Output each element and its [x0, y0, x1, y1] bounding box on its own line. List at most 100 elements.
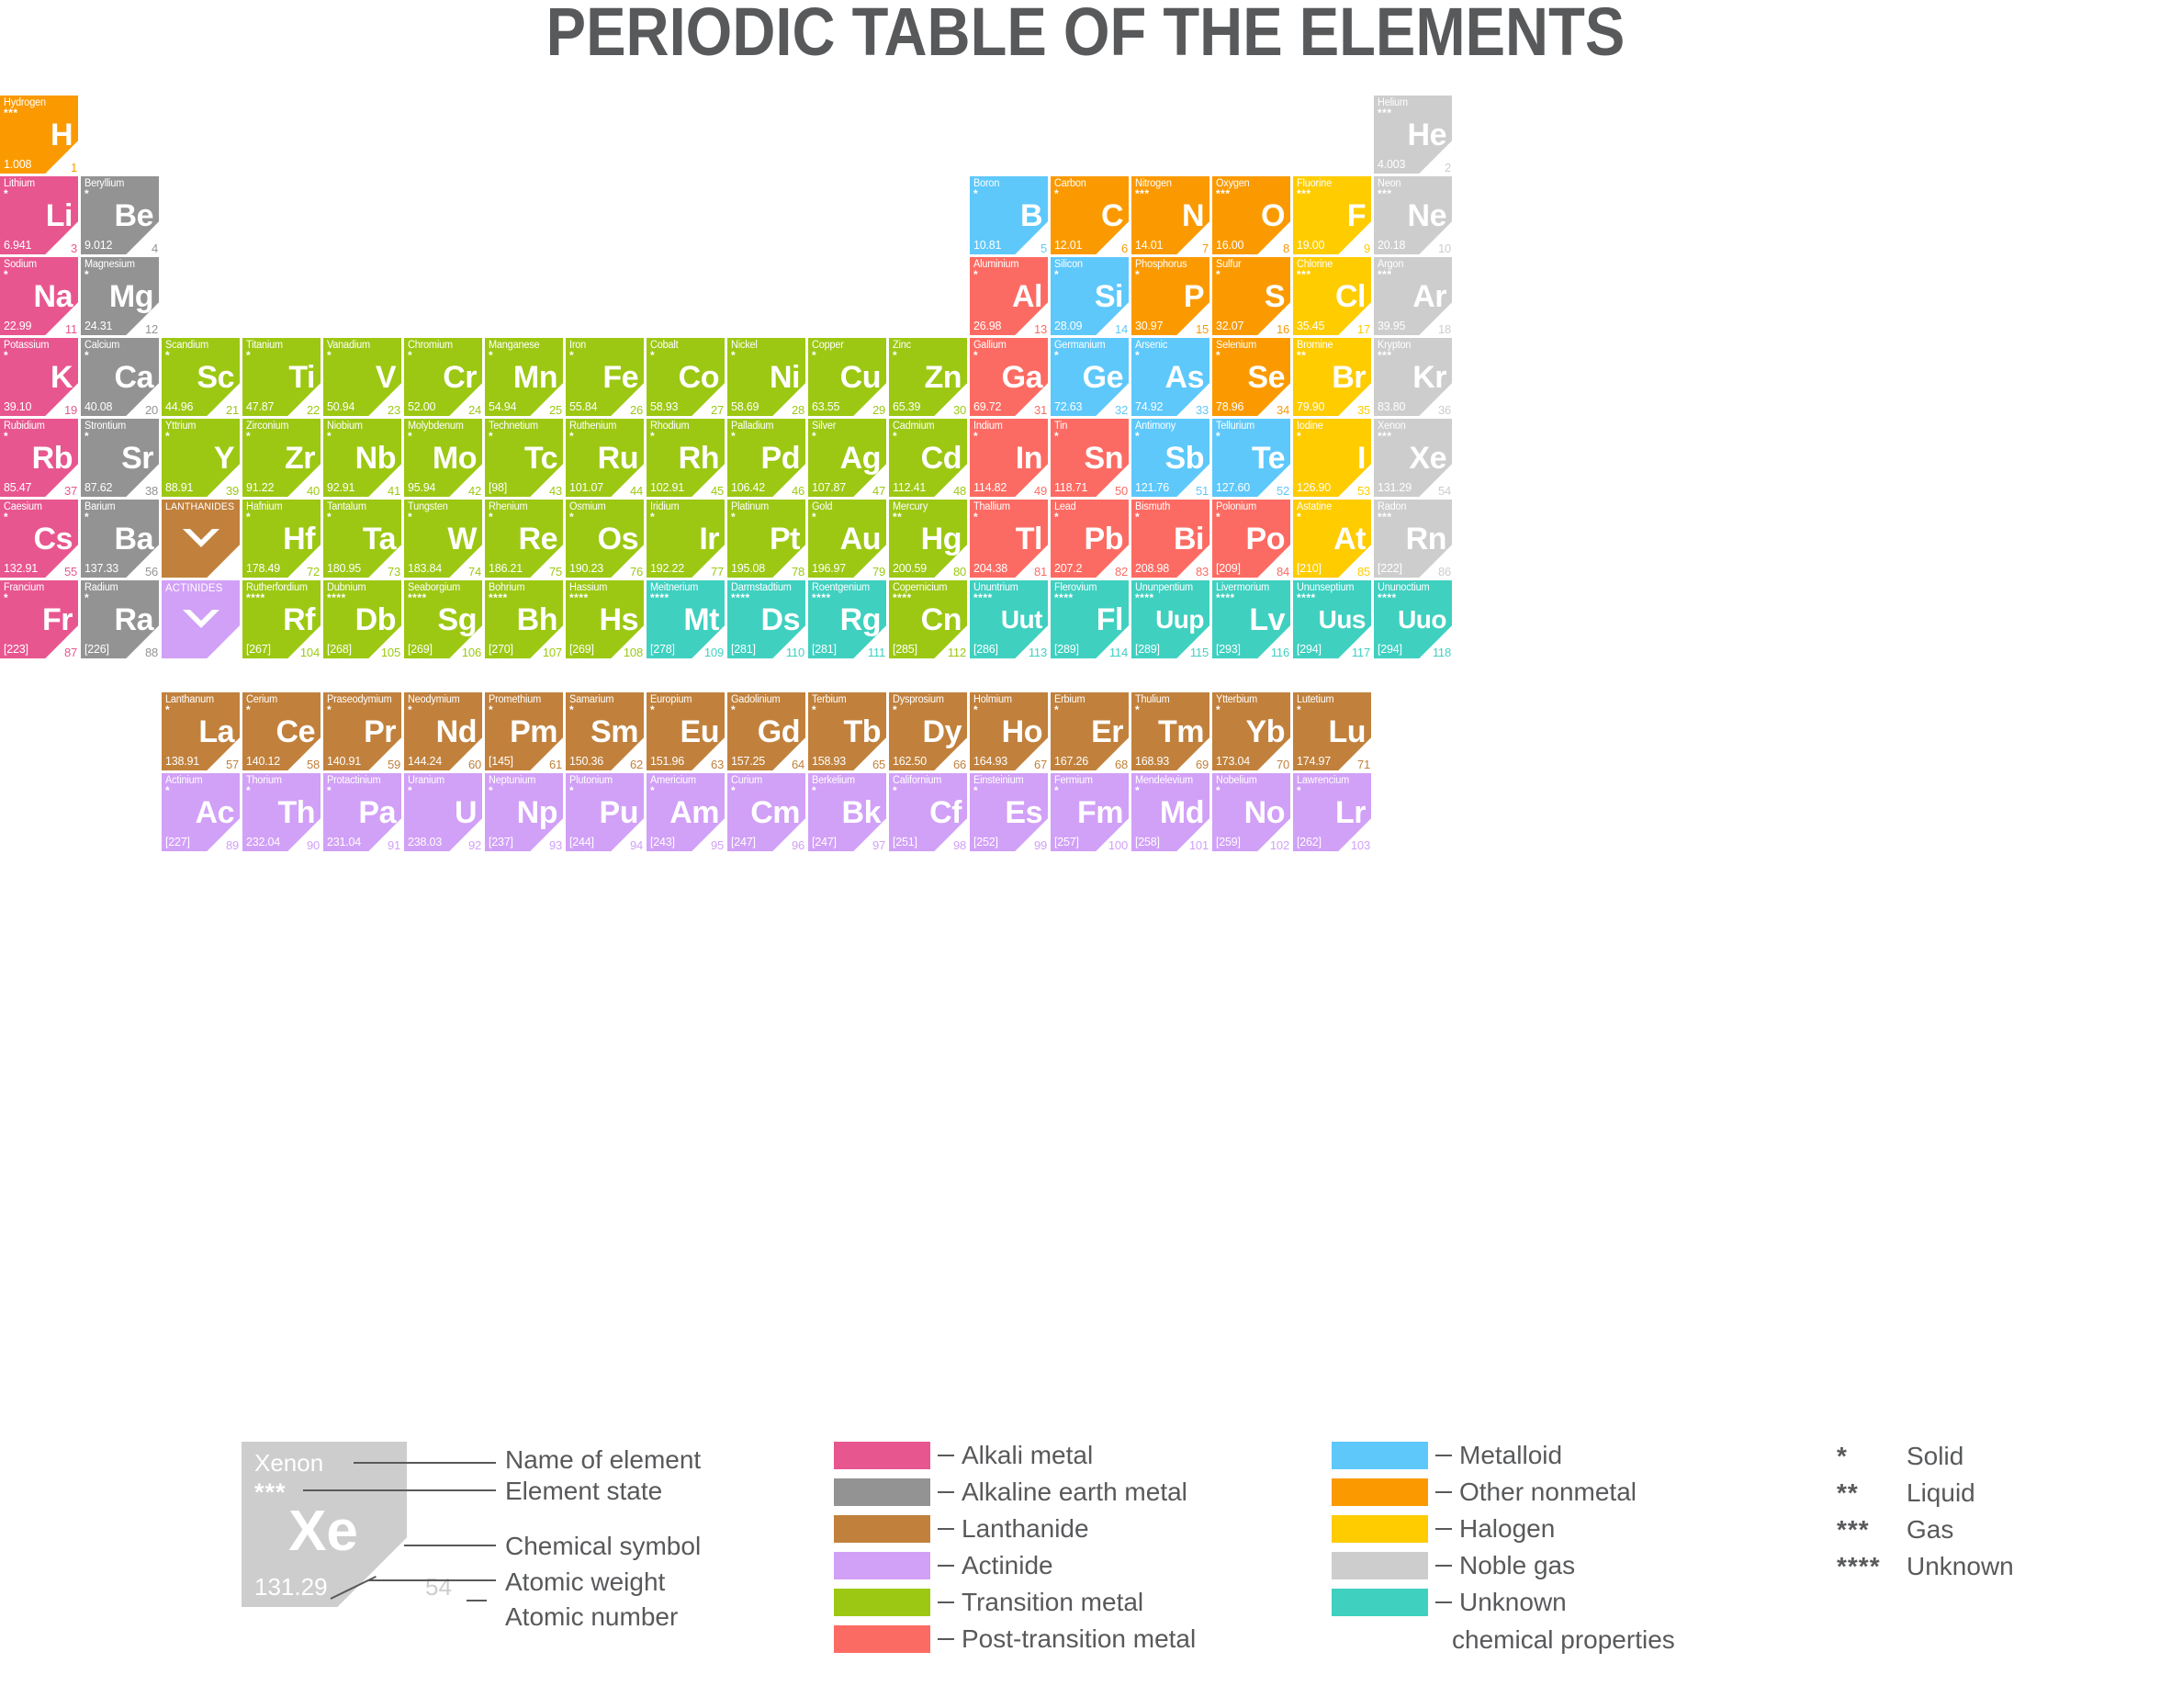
element-cell-hs[interactable]: Hassium **** Hs [269] 108	[566, 580, 647, 661]
element-cell-b[interactable]: Boron * B 10.81 5	[970, 176, 1051, 257]
element-cell-al[interactable]: Aluminium * Al 26.98 13	[970, 257, 1051, 338]
element-cell-cd[interactable]: Cadmium * Cd 112.41 48	[889, 419, 970, 500]
element-cell-in[interactable]: Indium * In 114.82 49	[970, 419, 1051, 500]
element-cell-np[interactable]: Neptunium * Np [237] 93	[485, 773, 566, 854]
element-cell-ru[interactable]: Ruthenium * Ru 101.07 44	[566, 419, 647, 500]
element-cell-cn[interactable]: Copernicium **** Cn [285] 112	[889, 580, 970, 661]
element-cell-cs[interactable]: Caesium * Cs 132.91 55	[0, 500, 81, 580]
element-cell-la[interactable]: Lanthanum * La 138.91 57	[162, 692, 242, 773]
series-marker-lanthanides[interactable]: LANTHANIDES	[162, 500, 242, 580]
element-cell-n[interactable]: Nitrogen *** N 14.01 7	[1131, 176, 1212, 257]
element-cell-tl[interactable]: Thallium * Tl 204.38 81	[970, 500, 1051, 580]
element-cell-w[interactable]: Tungsten * W 183.84 74	[404, 500, 485, 580]
element-cell-ge[interactable]: Germanium * Ge 72.63 32	[1051, 338, 1131, 419]
element-cell-db[interactable]: Dubnium **** Db [268] 105	[323, 580, 404, 661]
element-cell-pm[interactable]: Promethium * Pm [145] 61	[485, 692, 566, 773]
element-cell-no[interactable]: Nobelium * No [259] 102	[1212, 773, 1293, 854]
element-cell-pr[interactable]: Praseodymium * Pr 140.91 59	[323, 692, 404, 773]
element-cell-ds[interactable]: Darmstadtium **** Ds [281] 110	[727, 580, 808, 661]
element-cell-c[interactable]: Carbon * C 12.01 6	[1051, 176, 1131, 257]
element-cell-mo[interactable]: Molybdenum * Mo 95.94 42	[404, 419, 485, 500]
element-cell-bh[interactable]: Bohrium **** Bh [270] 107	[485, 580, 566, 661]
element-cell-as[interactable]: Arsenic * As 74.92 33	[1131, 338, 1212, 419]
element-cell-lv[interactable]: Livermorium **** Lv [293] 116	[1212, 580, 1293, 661]
element-cell-zr[interactable]: Zirconium * Zr 91.22 40	[242, 419, 323, 500]
element-cell-pb[interactable]: Lead * Pb 207.2 82	[1051, 500, 1131, 580]
element-cell-ta[interactable]: Tantalum * Ta 180.95 73	[323, 500, 404, 580]
element-cell-br[interactable]: Bromine ** Br 79.90 35	[1293, 338, 1374, 419]
element-cell-re[interactable]: Rhenium * Re 186.21 75	[485, 500, 566, 580]
element-cell-sc[interactable]: Scandium * Sc 44.96 21	[162, 338, 242, 419]
element-cell-ti[interactable]: Titanium * Ti 47.87 22	[242, 338, 323, 419]
element-cell-tm[interactable]: Thulium * Tm 168.93 69	[1131, 692, 1212, 773]
element-cell-ne[interactable]: Neon *** Ne 20.18 10	[1374, 176, 1455, 257]
element-cell-fe[interactable]: Iron * Fe 55.84 26	[566, 338, 647, 419]
element-cell-rg[interactable]: Roentgenium **** Rg [281] 111	[808, 580, 889, 661]
element-cell-he[interactable]: Helium *** He 4.003 2	[1374, 96, 1455, 176]
element-cell-k[interactable]: Potassium * K 39.10 19	[0, 338, 81, 419]
element-cell-mn[interactable]: Manganese * Mn 54.94 25	[485, 338, 566, 419]
element-cell-ni[interactable]: Nickel * Ni 58.69 28	[727, 338, 808, 419]
element-cell-zn[interactable]: Zinc * Zn 65.39 30	[889, 338, 970, 419]
element-cell-ac[interactable]: Actinium * Ac [227] 89	[162, 773, 242, 854]
element-cell-cf[interactable]: Californium * Cf [251] 98	[889, 773, 970, 854]
element-cell-fr[interactable]: Francium * Fr [223] 87	[0, 580, 81, 661]
element-cell-dy[interactable]: Dysprosium * Dy 162.50 66	[889, 692, 970, 773]
element-cell-cr[interactable]: Chromium * Cr 52.00 24	[404, 338, 485, 419]
element-cell-ra[interactable]: Radium * Ra [226] 88	[81, 580, 162, 661]
element-cell-be[interactable]: Beryllium * Be 9.012 4	[81, 176, 162, 257]
element-cell-uus[interactable]: Ununseptium **** Uus [294] 117	[1293, 580, 1374, 661]
element-cell-uup[interactable]: Ununpentium **** Uup [289] 115	[1131, 580, 1212, 661]
element-cell-th[interactable]: Thorium * Th 232.04 90	[242, 773, 323, 854]
element-cell-pu[interactable]: Plutonium * Pu [244] 94	[566, 773, 647, 854]
element-cell-es[interactable]: Einsteinium * Es [252] 99	[970, 773, 1051, 854]
element-cell-v[interactable]: Vanadium * V 50.94 23	[323, 338, 404, 419]
element-cell-pd[interactable]: Palladium * Pd 106.42 46	[727, 419, 808, 500]
element-cell-u[interactable]: Uranium * U 238.03 92	[404, 773, 485, 854]
element-cell-kr[interactable]: Krypton *** Kr 83.80 36	[1374, 338, 1455, 419]
element-cell-gd[interactable]: Gadolinium * Gd 157.25 64	[727, 692, 808, 773]
element-cell-yb[interactable]: Ytterbium * Yb 173.04 70	[1212, 692, 1293, 773]
element-cell-fm[interactable]: Fermium * Fm [257] 100	[1051, 773, 1131, 854]
element-cell-ho[interactable]: Holmium * Ho 164.93 67	[970, 692, 1051, 773]
element-cell-xe[interactable]: Xenon *** Xe 131.29 54	[1374, 419, 1455, 500]
element-cell-ca[interactable]: Calcium * Ca 40.08 20	[81, 338, 162, 419]
element-cell-o[interactable]: Oxygen *** O 16.00 8	[1212, 176, 1293, 257]
element-cell-rh[interactable]: Rhodium * Rh 102.91 45	[647, 419, 727, 500]
element-cell-ba[interactable]: Barium * Ba 137.33 56	[81, 500, 162, 580]
element-cell-ir[interactable]: Iridium * Ir 192.22 77	[647, 500, 727, 580]
element-cell-ar[interactable]: Argon *** Ar 39.95 18	[1374, 257, 1455, 338]
series-marker-actinides[interactable]: ACTINIDES	[162, 580, 242, 661]
element-cell-sm[interactable]: Samarium * Sm 150.36 62	[566, 692, 647, 773]
element-cell-tb[interactable]: Terbium * Tb 158.93 65	[808, 692, 889, 773]
element-cell-tc[interactable]: Technetium * Tc [98] 43	[485, 419, 566, 500]
element-cell-os[interactable]: Osmium * Os 190.23 76	[566, 500, 647, 580]
element-cell-bi[interactable]: Bismuth * Bi 208.98 83	[1131, 500, 1212, 580]
element-cell-uut[interactable]: Ununtrium **** Uut [286] 113	[970, 580, 1051, 661]
element-cell-sn[interactable]: Tin * Sn 118.71 50	[1051, 419, 1131, 500]
element-cell-fl[interactable]: Flerovium **** Fl [289] 114	[1051, 580, 1131, 661]
element-cell-hf[interactable]: Hafnium * Hf 178.49 72	[242, 500, 323, 580]
element-cell-li[interactable]: Lithium * Li 6.941 3	[0, 176, 81, 257]
element-cell-cm[interactable]: Curium * Cm [247] 96	[727, 773, 808, 854]
element-cell-eu[interactable]: Europium * Eu 151.96 63	[647, 692, 727, 773]
element-cell-p[interactable]: Phosphorus * P 30.97 15	[1131, 257, 1212, 338]
element-cell-er[interactable]: Erbium * Er 167.26 68	[1051, 692, 1131, 773]
element-cell-au[interactable]: Gold * Au 196.97 79	[808, 500, 889, 580]
element-cell-hg[interactable]: Mercury ** Hg 200.59 80	[889, 500, 970, 580]
element-cell-lu[interactable]: Lutetium * Lu 174.97 71	[1293, 692, 1374, 773]
element-cell-ga[interactable]: Gallium * Ga 69.72 31	[970, 338, 1051, 419]
element-cell-sg[interactable]: Seaborgium **** Sg [269] 106	[404, 580, 485, 661]
element-cell-cl[interactable]: Chlorine *** Cl 35.45 17	[1293, 257, 1374, 338]
element-cell-te[interactable]: Tellurium * Te 127.60 52	[1212, 419, 1293, 500]
element-cell-nd[interactable]: Neodymium * Nd 144.24 60	[404, 692, 485, 773]
element-cell-f[interactable]: Fluorine *** F 19.00 9	[1293, 176, 1374, 257]
element-cell-y[interactable]: Yttrium * Y 88.91 39	[162, 419, 242, 500]
element-cell-sb[interactable]: Antimony * Sb 121.76 51	[1131, 419, 1212, 500]
element-cell-s[interactable]: Sulfur * S 32.07 16	[1212, 257, 1293, 338]
element-cell-nb[interactable]: Niobium * Nb 92.91 41	[323, 419, 404, 500]
element-cell-uuo[interactable]: Ununoctium **** Uuo [294] 118	[1374, 580, 1455, 661]
element-cell-pa[interactable]: Protactinium * Pa 231.04 91	[323, 773, 404, 854]
element-cell-rn[interactable]: Radon *** Rn [222] 86	[1374, 500, 1455, 580]
element-cell-na[interactable]: Sodium * Na 22.99 11	[0, 257, 81, 338]
